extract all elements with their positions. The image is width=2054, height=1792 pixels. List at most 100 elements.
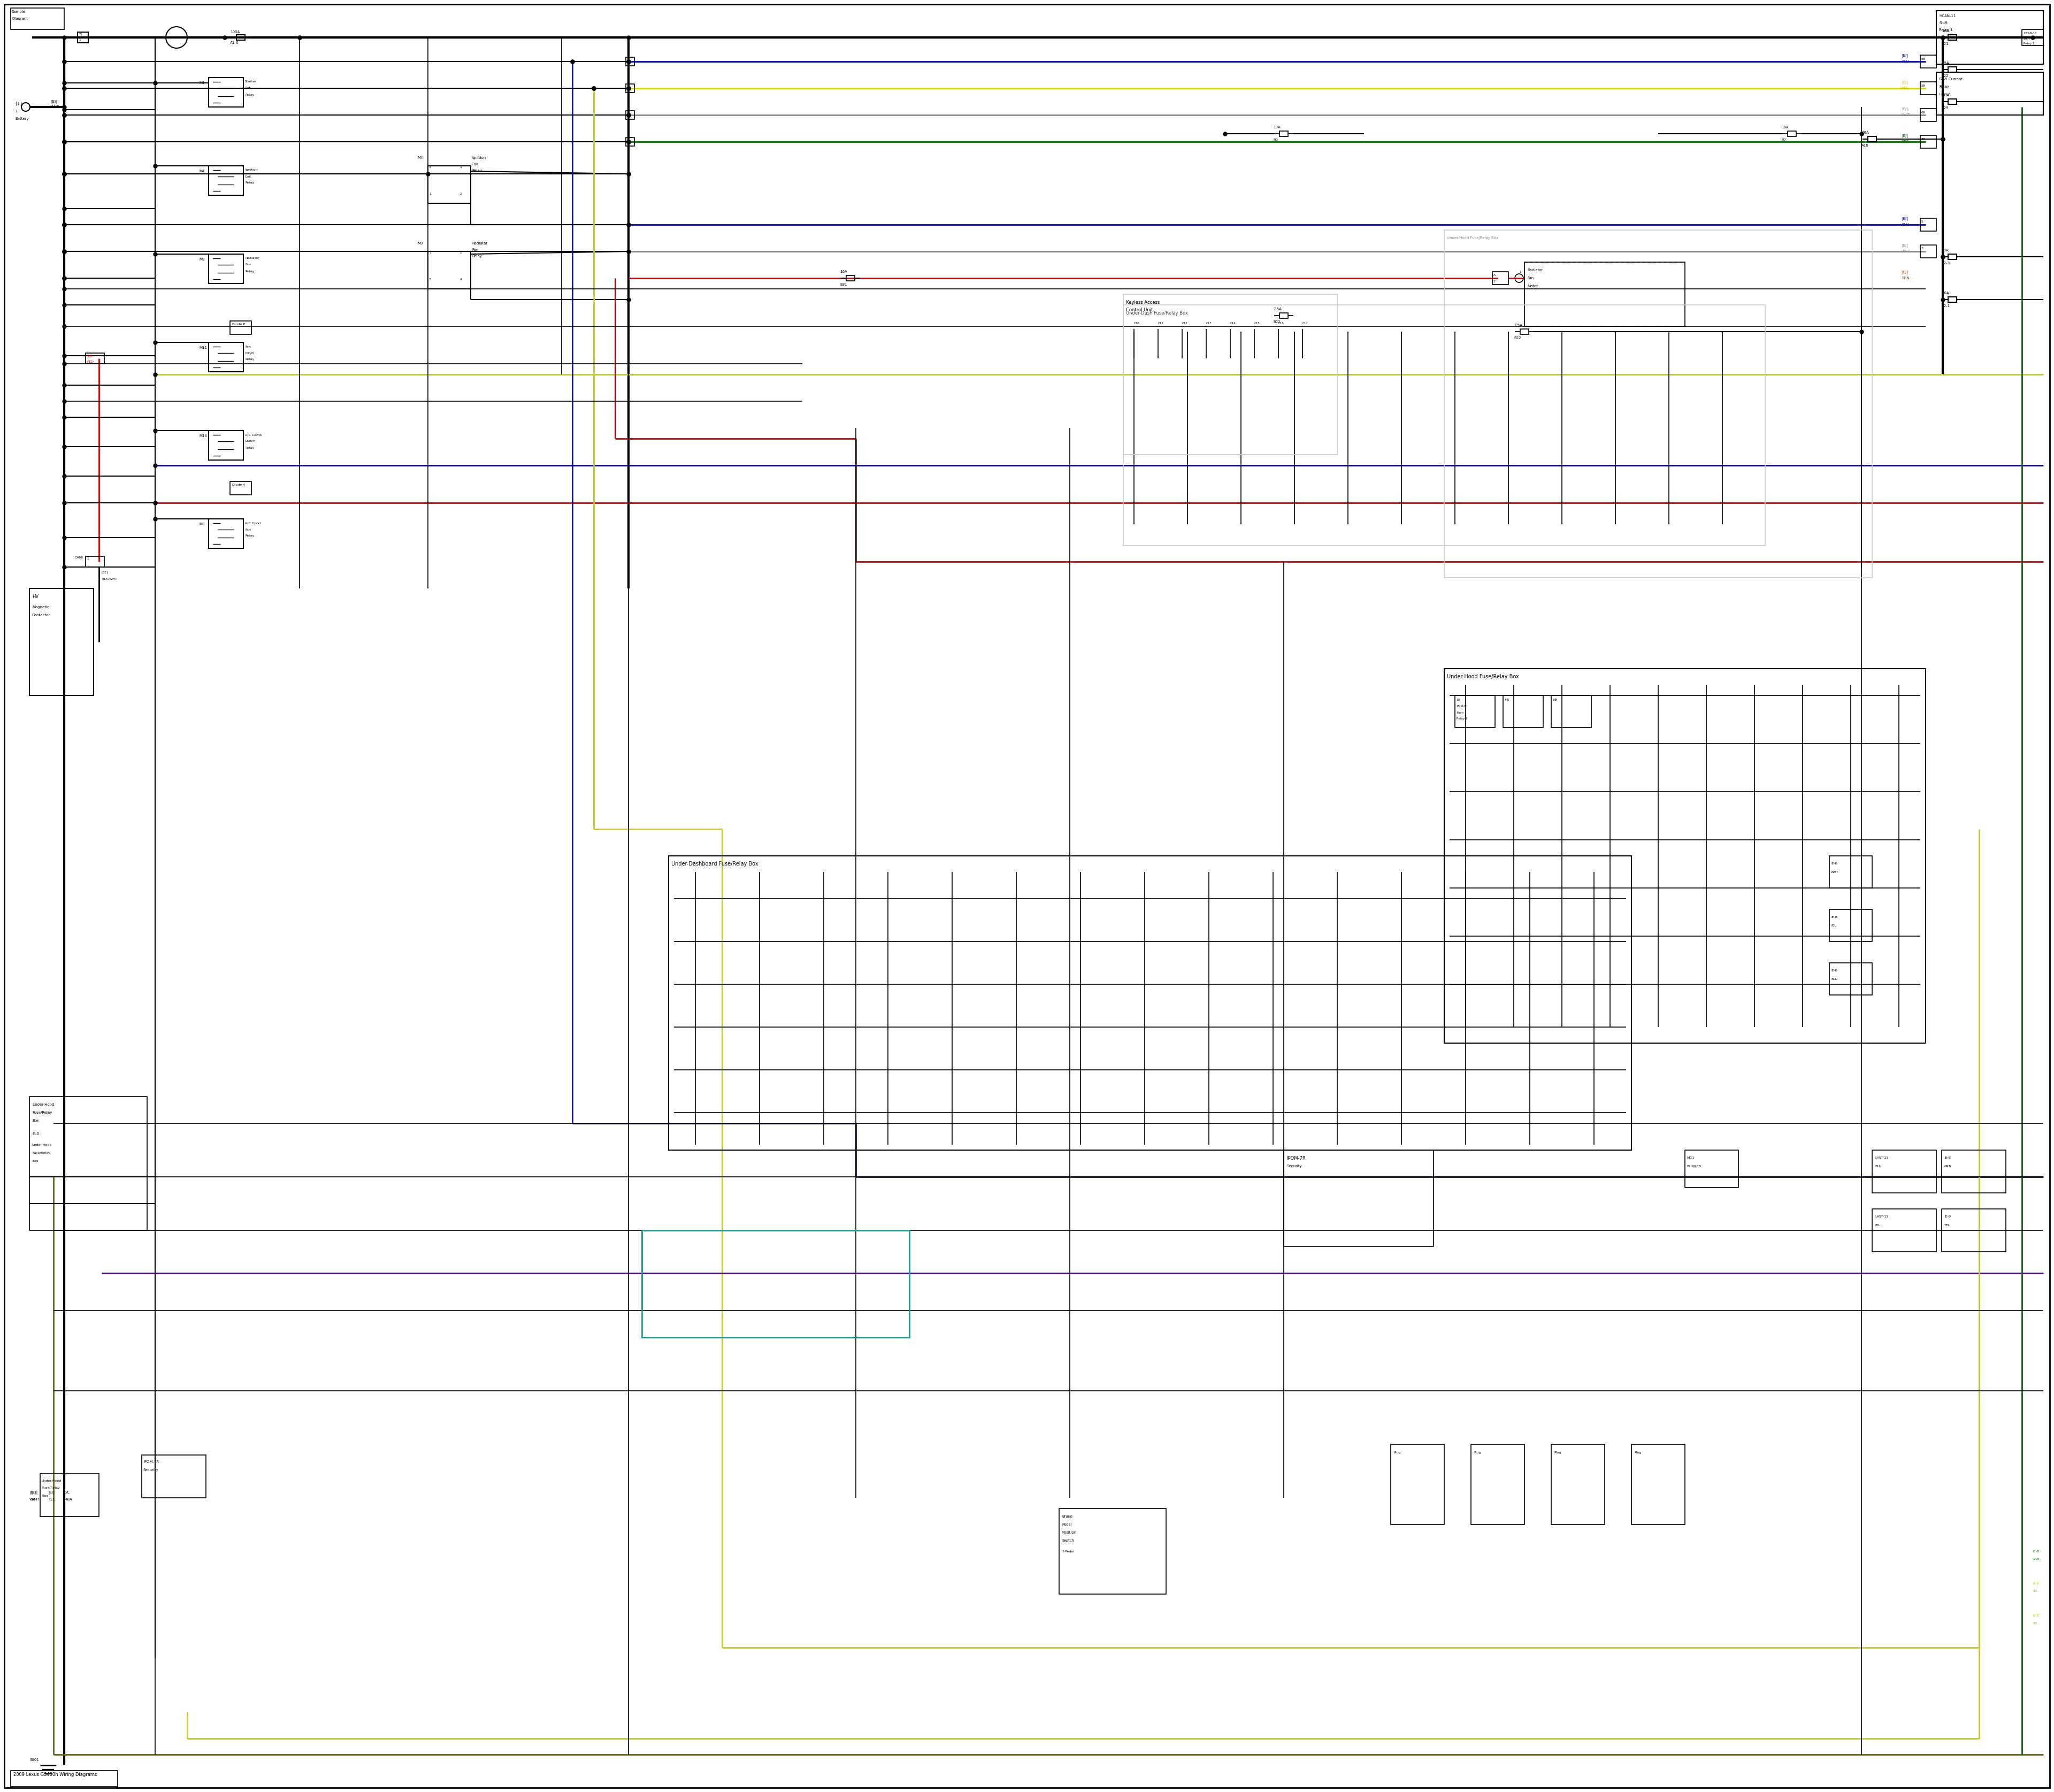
Bar	[1444, 668, 1927, 1043]
Text: [EJ]: [EJ]	[1902, 81, 1908, 84]
Bar	[10, 7, 64, 29]
Text: 1-Pedal: 1-Pedal	[1062, 1550, 1074, 1552]
Text: Switch: Switch	[1062, 1539, 1074, 1543]
Bar	[1124, 294, 1337, 455]
Bar	[1830, 962, 1871, 995]
Text: Contactor: Contactor	[33, 613, 51, 616]
Text: M9: M9	[417, 242, 423, 246]
Bar	[210, 430, 242, 461]
Text: Relay: Relay	[472, 254, 483, 258]
Bar	[846, 276, 854, 281]
Text: IE-B: IE-B	[1830, 862, 1838, 866]
Bar	[670, 857, 1631, 1150]
Text: M9: M9	[199, 258, 205, 262]
Text: Coil: Coil	[472, 163, 479, 167]
Text: M8: M8	[1553, 699, 1557, 701]
Text: Plug: Plug	[1393, 1452, 1401, 1453]
Text: YEL: YEL	[1902, 86, 1908, 90]
Text: C10: C10	[1134, 323, 1140, 324]
Text: WHT: WHT	[1830, 871, 1838, 873]
Text: 60A: 60A	[1941, 249, 1949, 253]
Text: LAST-11: LAST-11	[1875, 1158, 1888, 1159]
Text: IE-B: IE-B	[2033, 1582, 2040, 1584]
Bar	[1631, 1444, 1684, 1525]
Text: B2: B2	[1273, 138, 1278, 142]
Bar	[1493, 272, 1508, 285]
Text: Clutch: Clutch	[244, 441, 257, 443]
Text: HV: HV	[33, 593, 39, 599]
Text: Relay: Relay	[244, 534, 255, 538]
Text: C/C/D: C/C/D	[244, 351, 255, 355]
Text: IPOM-7R: IPOM-7R	[144, 1460, 158, 1464]
Text: YEL: YEL	[2033, 1622, 2040, 1624]
Text: (+): (+)	[14, 102, 23, 108]
Text: Battery: Battery	[14, 116, 29, 120]
Text: C12: C12	[1183, 323, 1187, 324]
Text: HCAN-11: HCAN-11	[1939, 14, 1955, 18]
Text: 3: 3	[1920, 247, 1923, 251]
Bar	[1830, 909, 1871, 941]
Text: Plug: Plug	[1473, 1452, 1481, 1453]
Text: M3: M3	[1506, 699, 1510, 701]
Text: Plug: Plug	[1555, 1452, 1561, 1453]
Text: Fuse/Relay: Fuse/Relay	[41, 1487, 60, 1489]
Text: RED: RED	[86, 360, 94, 364]
Bar	[86, 353, 105, 364]
Text: Ignition: Ignition	[244, 168, 257, 172]
Bar	[1060, 1509, 1167, 1595]
Text: Under-Hood: Under-Hood	[33, 1104, 53, 1106]
Text: 10A: 10A	[1941, 93, 1949, 97]
Text: Under-Dash Fuse/Relay Box: Under-Dash Fuse/Relay Box	[1126, 310, 1187, 315]
Text: Shift: Shift	[2023, 38, 2029, 41]
Bar	[626, 111, 635, 120]
Text: IE-B: IE-B	[2033, 1550, 2040, 1552]
Text: M4: M4	[199, 170, 205, 172]
Text: WHT: WHT	[31, 1498, 39, 1502]
Text: Keyless Access: Keyless Access	[1126, 299, 1161, 305]
Text: Fan: Fan	[1526, 276, 1534, 280]
Text: 7.5A: 7.5A	[1514, 324, 1522, 326]
Text: Starter: Starter	[244, 81, 257, 82]
Bar	[1391, 1444, 1444, 1525]
Text: BLU/RED: BLU/RED	[1686, 1165, 1701, 1167]
Text: 7.5A: 7.5A	[1273, 308, 1282, 310]
Text: Box: Box	[33, 1118, 39, 1122]
Text: WHT: WHT	[1902, 249, 1910, 253]
Text: BLU: BLU	[1830, 978, 1838, 980]
Text: Diode 4: Diode 4	[232, 484, 244, 486]
Text: S001: S001	[29, 1758, 39, 1762]
Text: C406: C406	[74, 556, 84, 559]
Text: A1-6: A1-6	[230, 41, 238, 45]
Text: PGM-FI: PGM-FI	[1456, 704, 1467, 708]
Text: [EI]: [EI]	[31, 1491, 37, 1495]
Text: B2: B2	[1781, 138, 1787, 142]
Text: Pedal: Pedal	[1062, 1523, 1072, 1527]
Text: Box: Box	[33, 1159, 39, 1163]
Text: Box: Box	[41, 1495, 47, 1496]
Text: M3: M3	[199, 523, 205, 525]
Text: M4: M4	[417, 156, 423, 159]
Text: 40A: 40A	[66, 1498, 72, 1502]
Bar	[1920, 136, 1937, 149]
Text: Cut: Cut	[244, 88, 251, 90]
Text: B31: B31	[840, 283, 846, 287]
Bar	[1504, 695, 1543, 728]
Text: B22: B22	[1273, 321, 1280, 324]
Text: GRN: GRN	[2033, 1557, 2040, 1561]
Text: 50A: 50A	[1941, 292, 1949, 294]
Text: IPOM-7R: IPOM-7R	[1286, 1156, 1306, 1161]
Bar	[210, 254, 242, 283]
Text: WHT: WHT	[51, 106, 60, 109]
Text: A/C Comp: A/C Comp	[244, 434, 261, 435]
Text: 59: 59	[626, 88, 631, 90]
Text: L2 / L6: L2 / L6	[1939, 93, 1949, 95]
Text: WHT: WHT	[29, 1498, 39, 1502]
Text: Under-Hood Fuse/Relay Box: Under-Hood Fuse/Relay Box	[1446, 237, 1497, 240]
Bar	[1871, 1210, 1937, 1253]
Text: A2-1: A2-1	[1941, 305, 1951, 308]
Text: IE-B: IE-B	[1945, 1158, 1951, 1159]
Text: Fan: Fan	[244, 263, 251, 267]
Text: GT-5 Current: GT-5 Current	[1939, 77, 1964, 81]
Text: 5: 5	[1920, 220, 1923, 224]
Text: Main: Main	[1456, 711, 1465, 713]
